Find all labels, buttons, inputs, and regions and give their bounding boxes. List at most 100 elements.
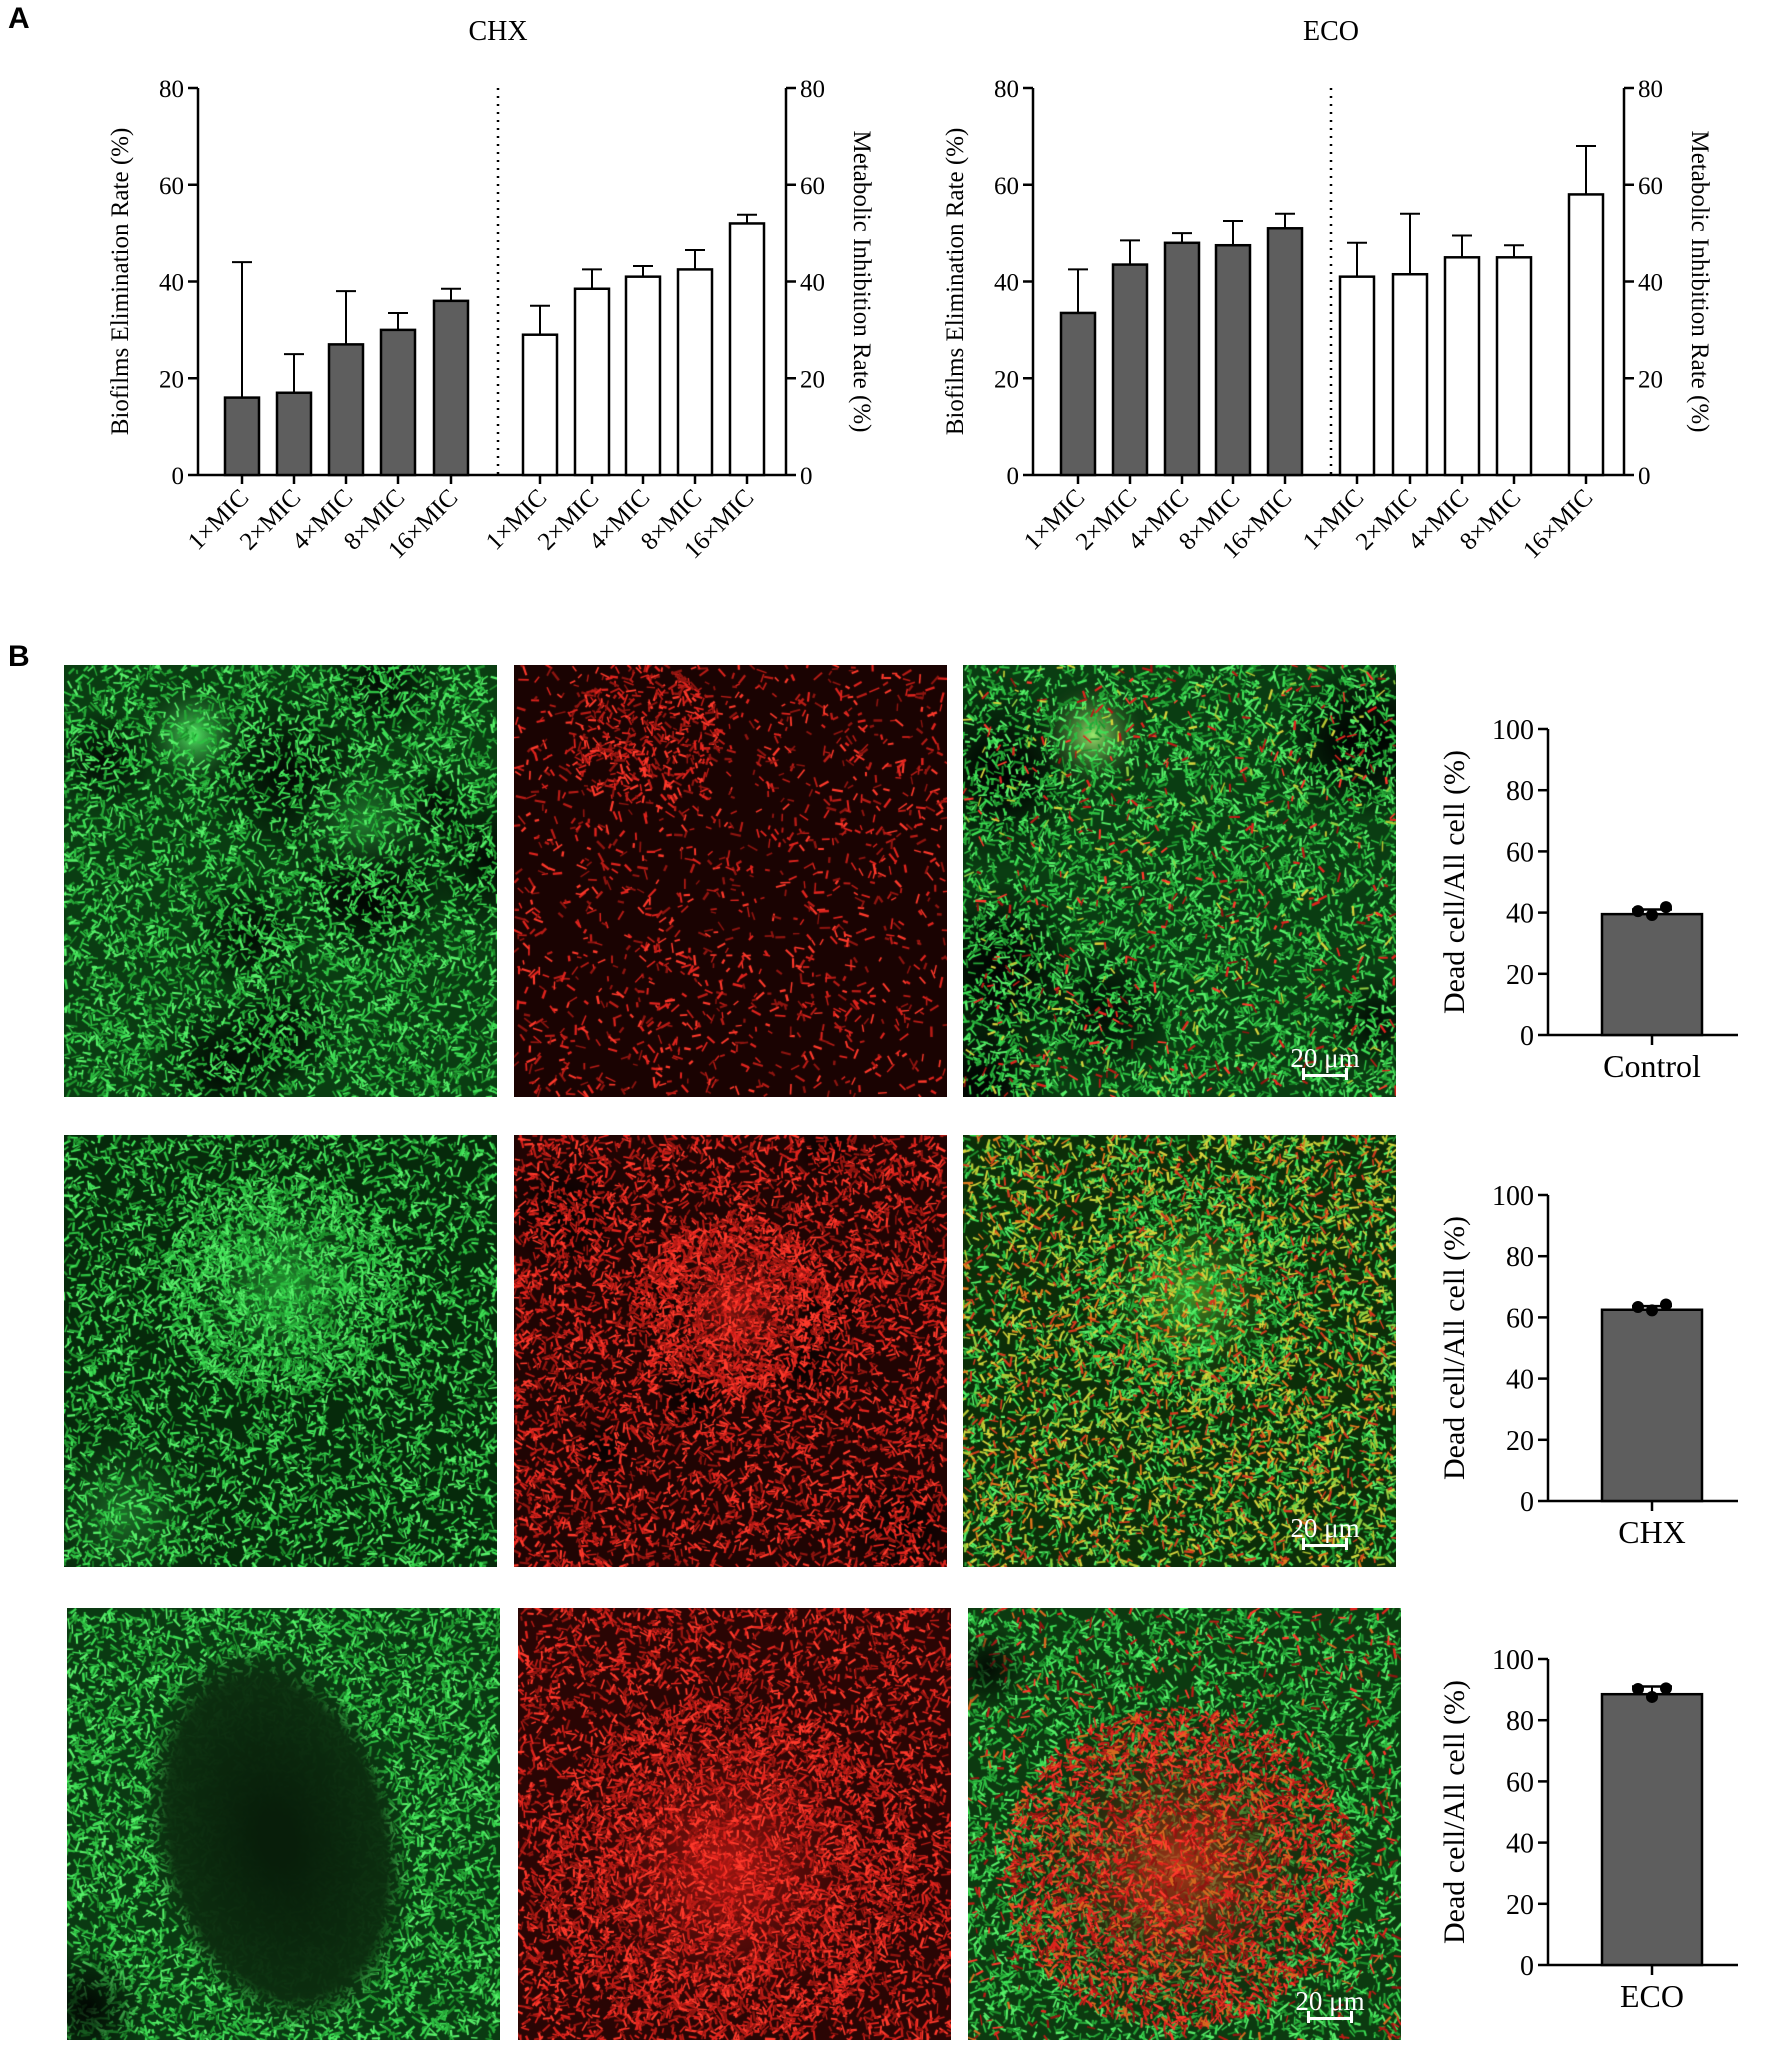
y-tick-label: 80	[1506, 776, 1534, 807]
micrograph-chx-dead	[514, 1135, 947, 1567]
y-tick-label: 20	[1506, 1890, 1534, 1921]
chart-title: ECO	[1303, 16, 1359, 47]
bar	[1163, 241, 1201, 477]
y-tick-label: 80	[1506, 1242, 1534, 1273]
y-tick-label: 20	[1506, 960, 1534, 991]
bar	[1443, 256, 1481, 477]
right-axis-label: Metabolic Inhibition Rate (%)	[848, 130, 875, 432]
y-tick-label: 0	[1520, 1487, 1534, 1518]
micrograph-chx-live	[64, 1135, 497, 1567]
y-tick-label-left: 60	[994, 173, 1019, 200]
scale-bar-label: 20 μm	[1290, 1513, 1360, 1543]
y-tick-label-left: 40	[994, 270, 1019, 297]
y-tick-label-right: 60	[800, 173, 825, 200]
x-tick-label: Control	[1603, 1048, 1701, 1084]
x-tick-label: ECO	[1620, 1978, 1684, 2014]
bar	[379, 328, 417, 477]
y-tick-label-left: 20	[159, 366, 184, 393]
chart-title: CHX	[468, 16, 527, 47]
y-tick-label: 100	[1492, 715, 1534, 746]
bar	[1338, 275, 1376, 477]
bar	[1266, 227, 1304, 477]
y-tick-label-left: 0	[1007, 463, 1020, 490]
data-point	[1660, 901, 1672, 914]
scale-bar: 20 μm	[1290, 1513, 1360, 1553]
bar	[1567, 193, 1605, 477]
bar	[327, 343, 365, 477]
bar	[275, 391, 313, 477]
scale-bar-label: 20 μm	[1295, 1986, 1365, 2016]
data-point	[1632, 905, 1644, 918]
y-tick-label: 80	[1506, 1706, 1534, 1737]
x-tick-label: 16×MIC	[1518, 484, 1598, 564]
panel-label-b: B	[8, 640, 30, 673]
y-tick-label-right: 0	[1638, 463, 1651, 490]
y-tick-label-left: 20	[994, 366, 1019, 393]
bar	[676, 268, 714, 477]
data-point	[1632, 1682, 1644, 1695]
bar	[1214, 243, 1252, 477]
x-tick-label: CHX	[1618, 1514, 1686, 1550]
y-tick-label: 40	[1506, 1829, 1534, 1860]
y-tick-label-left: 80	[159, 76, 184, 103]
y-tick-label-right: 80	[1638, 76, 1663, 103]
bar	[1600, 1692, 1704, 1967]
micrograph-eco-dead	[518, 1608, 951, 2040]
bar	[432, 299, 470, 477]
y-tick-label-left: 40	[159, 270, 184, 297]
scale-bar-line	[1307, 2011, 1353, 2023]
bar	[1391, 272, 1429, 477]
data-point	[1660, 1682, 1672, 1695]
y-tick-label: 100	[1492, 1645, 1534, 1676]
left-axis-label: Biofilms Elimination Rate (%)	[107, 128, 134, 436]
bar	[573, 287, 611, 477]
micrograph-eco-live	[67, 1608, 500, 2040]
bar	[728, 222, 766, 477]
y-tick-label-right: 20	[800, 366, 825, 393]
y-tick-label: 0	[1520, 1951, 1534, 1982]
bar	[1111, 263, 1149, 477]
y-tick-label: 40	[1506, 899, 1534, 930]
y-axis-label: Dead cell/All cell (%)	[1438, 1680, 1471, 1944]
micrograph-control-dead	[514, 665, 947, 1097]
scale-bar-label: 20 μm	[1290, 1043, 1360, 1073]
right-axis-label: Metabolic Inhibition Rate (%)	[1686, 130, 1713, 432]
y-axis-label: Dead cell/All cell (%)	[1438, 750, 1471, 1014]
micrograph-chx-merge: 20 μm	[963, 1135, 1396, 1567]
panel-label-a: A	[8, 2, 30, 35]
y-tick-label-left: 60	[159, 173, 184, 200]
y-tick-label: 100	[1492, 1181, 1534, 1212]
data-point	[1660, 1298, 1672, 1311]
left-axis-label: Biofilms Elimination Rate (%)	[942, 128, 969, 436]
bar	[1059, 311, 1097, 477]
micrograph-eco-merge: 20 μm	[968, 1608, 1401, 2040]
bar	[1600, 1308, 1704, 1503]
bar	[1600, 912, 1704, 1037]
y-tick-label-left: 0	[172, 463, 185, 490]
scale-bar: 20 μm	[1295, 1986, 1365, 2026]
y-tick-label-right: 0	[800, 463, 813, 490]
bar	[223, 396, 261, 477]
data-point	[1646, 1304, 1658, 1317]
y-tick-label: 60	[1506, 1767, 1534, 1798]
micrograph-control-merge: 20 μm	[963, 665, 1396, 1097]
data-point	[1646, 909, 1658, 922]
bar	[1495, 256, 1533, 477]
data-point	[1646, 1690, 1658, 1703]
scale-bar: 20 μm	[1290, 1043, 1360, 1083]
y-axis-label: Dead cell/All cell (%)	[1438, 1216, 1471, 1480]
bar	[624, 275, 662, 477]
bar	[521, 333, 559, 477]
data-point	[1632, 1300, 1644, 1313]
scale-bar-line	[1302, 1538, 1348, 1550]
y-tick-label-right: 80	[800, 76, 825, 103]
y-tick-label: 20	[1506, 1426, 1534, 1457]
y-tick-label: 40	[1506, 1365, 1534, 1396]
micrograph-control-live	[64, 665, 497, 1097]
y-tick-label: 60	[1506, 1303, 1534, 1334]
y-tick-label-right: 40	[800, 270, 825, 297]
scale-bar-line	[1302, 1068, 1348, 1080]
y-tick-label-right: 20	[1638, 366, 1663, 393]
y-tick-label-right: 40	[1638, 270, 1663, 297]
